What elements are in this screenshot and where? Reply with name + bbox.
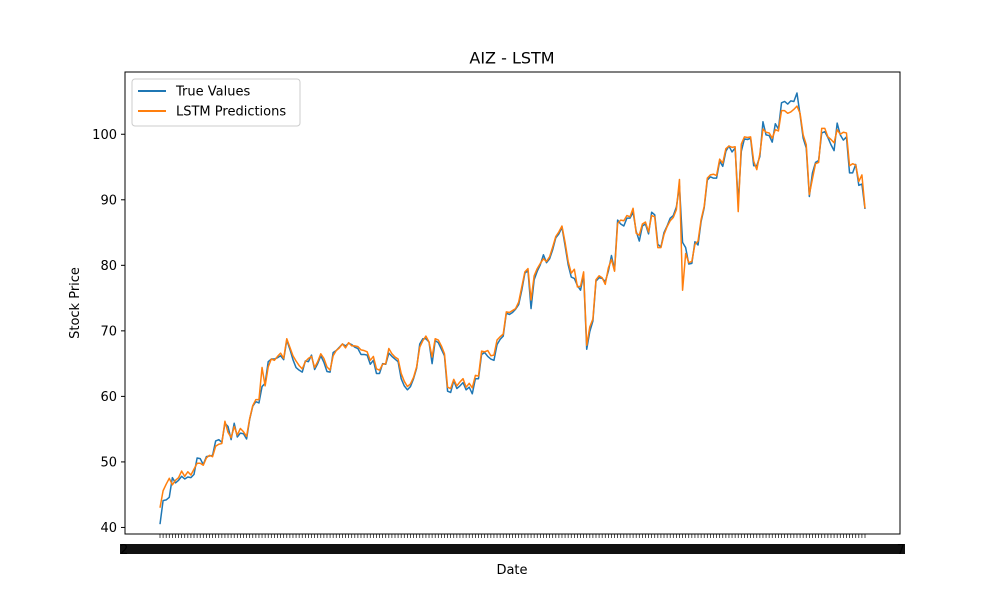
x-tick-label-first: 2 <box>120 543 128 558</box>
series-line-lstm-predictions <box>159 105 866 508</box>
series-line-true-values <box>159 92 866 525</box>
y-tick-label: 80 <box>100 259 117 274</box>
y-axis-label: Stock Price <box>68 267 83 339</box>
chart-title: AIZ - LSTM <box>469 49 554 68</box>
y-tick-label: 70 <box>100 324 117 339</box>
x-tick-label-last: 7 <box>897 543 905 558</box>
y-tick-label: 100 <box>92 128 117 143</box>
x-tick-labels-overlap <box>120 544 905 554</box>
x-axis-label: Date <box>496 563 527 578</box>
legend-box <box>131 78 301 127</box>
y-tick-label: 50 <box>100 455 117 470</box>
legend-label-true-values: True Values <box>175 85 250 100</box>
y-tick-label: 40 <box>100 521 117 536</box>
y-tick-label: 60 <box>100 390 117 405</box>
legend-label-lstm-predictions: LSTM Predictions <box>176 105 286 120</box>
y-tick-label: 90 <box>100 193 117 208</box>
plot-area <box>159 92 866 525</box>
legend: True Values LSTM Predictions <box>131 78 301 127</box>
